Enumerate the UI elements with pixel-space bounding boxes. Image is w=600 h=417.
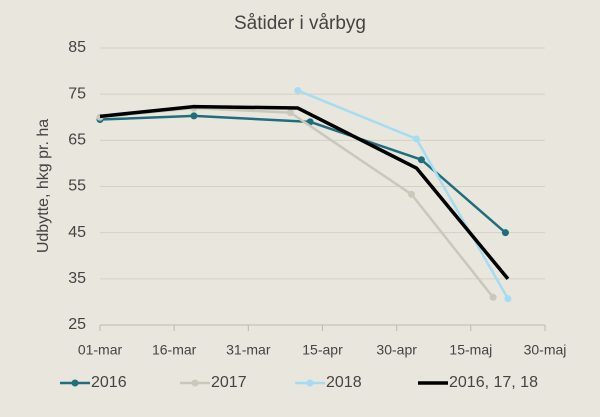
legend-label: 2016 [91,374,127,391]
legend-label: 2016, 17, 18 [449,374,538,391]
data-point [501,229,509,237]
x-tick-label: 01-mar [78,342,123,358]
y-tick-label: 45 [68,224,86,241]
legend-marker [71,379,79,387]
y-tick-label: 25 [68,316,86,333]
chart-title: Såtider i vårbyg [234,13,366,34]
series-line [99,104,510,280]
x-tick-label: 15-apr [302,342,343,358]
x-tick-label: 15-maj [449,342,492,358]
data-point [504,295,512,303]
data-point [286,109,294,117]
data-point [190,112,198,120]
x-tick-label: 16-mar [152,342,197,358]
x-tick-label: 30-maj [524,342,567,358]
legend-label: 2018 [326,374,362,391]
y-tick-label: 35 [68,270,86,287]
x-tick-label: 31-mar [226,342,271,358]
data-point [294,86,302,94]
data-point [408,190,415,198]
legend-label: 2017 [211,374,247,391]
data-point [417,156,425,164]
legend-marker [306,379,314,387]
data-point [412,135,420,143]
y-tick-label: 85 [68,39,86,56]
x-tick-label: 30-apr [376,342,417,358]
data-point [489,293,497,301]
y-tick-label: 55 [68,178,86,195]
y-axis-label: Udbytte, hkg pr. ha [35,119,52,253]
y-tick-label: 75 [68,85,86,102]
legend-marker [191,379,199,387]
y-tick-label: 65 [68,132,86,149]
